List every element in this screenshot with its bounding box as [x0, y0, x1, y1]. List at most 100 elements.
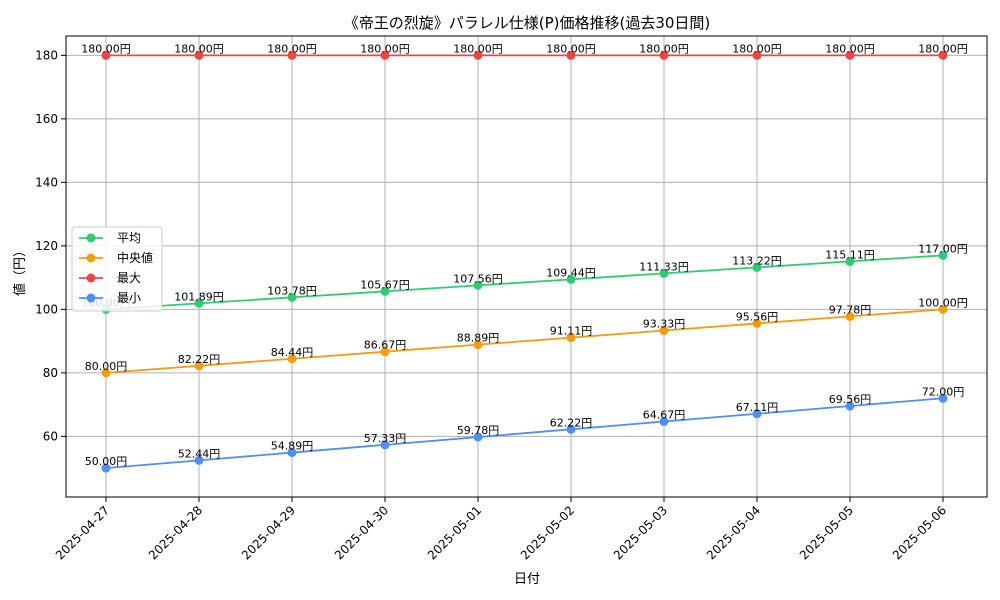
data-label: 113.22円: [732, 254, 782, 267]
data-point: [938, 393, 948, 403]
data-label: 91.11円: [550, 325, 593, 338]
data-point: [752, 50, 762, 60]
data-point: [752, 409, 762, 419]
data-label: 69.56円: [829, 393, 872, 406]
x-axis-label: 日付: [514, 572, 540, 587]
x-tick-label: 2025-04-27: [53, 503, 112, 562]
x-tick-label: 2025-05-03: [611, 503, 670, 562]
data-point: [194, 50, 204, 60]
y-tick-label: 120: [35, 239, 58, 253]
data-label: 109.44円: [546, 266, 596, 279]
chart-title: 《帝王の烈旋》パラレル仕様(P)価格推移(過去30日間): [344, 14, 711, 32]
data-point: [287, 292, 297, 302]
data-labels: 100.00円 101.89円 103.78円 105.67円 107.56円 109.4…: [81, 42, 968, 468]
data-label: 180.00円: [360, 42, 410, 55]
data-point: [473, 340, 483, 350]
data-point: [566, 333, 576, 343]
data-label: 180.00円: [918, 42, 968, 55]
data-label: 180.00円: [174, 42, 224, 55]
data-point: [380, 286, 390, 296]
data-label: 105.67円: [360, 278, 410, 291]
data-label: 84.44円: [271, 346, 314, 359]
data-point: [752, 318, 762, 328]
data-label: 180.00円: [639, 42, 689, 55]
data-point: [380, 440, 390, 450]
data-label: 103.78円: [267, 284, 317, 297]
data-point: [566, 274, 576, 284]
data-point: [845, 50, 855, 60]
data-label: 107.56円: [453, 272, 503, 285]
data-point: [845, 401, 855, 411]
y-tick-label: 180: [35, 48, 58, 62]
data-label: 93.33円: [643, 318, 686, 331]
data-point: [194, 298, 204, 308]
legend-swatch-marker: [86, 233, 96, 243]
x-tick-label: 2025-04-28: [146, 503, 205, 562]
data-label: 88.89円: [457, 332, 500, 345]
data-point: [473, 50, 483, 60]
data-label: 59.78円: [457, 424, 500, 437]
data-label: 111.33円: [639, 260, 689, 273]
data-label: 180.00円: [825, 42, 875, 55]
data-label: 100.00円: [918, 296, 968, 309]
legend-swatch-marker: [86, 293, 96, 303]
data-label: 54.89円: [271, 440, 314, 453]
y-tick-label: 160: [35, 112, 58, 126]
legend-swatch-marker: [86, 273, 96, 283]
x-tick-label: 2025-05-06: [890, 503, 949, 562]
data-label: 115.11円: [825, 248, 875, 261]
plot-frame: [65, 35, 988, 498]
series-line: [105, 308, 944, 374]
data-point: [566, 424, 576, 434]
data-label: 64.67円: [643, 409, 686, 422]
data-point: [380, 50, 390, 60]
data-label: 101.89円: [174, 290, 224, 303]
data-label: 57.33円: [364, 432, 407, 445]
data-point: [287, 448, 297, 458]
data-point: [938, 304, 948, 314]
y-tick-label: 140: [35, 175, 58, 189]
data-point: [380, 347, 390, 357]
data-label: 180.00円: [267, 42, 317, 55]
legend-box: [71, 226, 163, 312]
y-tick-label: 80: [43, 366, 58, 380]
data-point: [473, 432, 483, 442]
data-point: [566, 50, 576, 60]
data-point: [659, 326, 669, 336]
data-label: 86.67円: [364, 339, 407, 352]
data-label: 97.78円: [829, 303, 872, 316]
x-tick-label: 2025-05-02: [518, 503, 577, 562]
y-tick-label: 60: [43, 429, 58, 443]
data-point: [287, 50, 297, 60]
data-point: [845, 311, 855, 321]
data-point: [938, 250, 948, 260]
data-point: [287, 354, 297, 364]
x-tick-label: 2025-04-30: [332, 503, 391, 562]
legend-swatch-marker: [86, 253, 96, 263]
data-point: [101, 50, 111, 60]
legend-label: 最小: [117, 291, 141, 305]
data-point: [845, 256, 855, 266]
data-label: 62.22円: [550, 416, 593, 429]
data-point: [101, 463, 111, 473]
x-tick-label: 2025-05-04: [704, 503, 763, 562]
x-tick-label: 2025-05-01: [425, 503, 484, 562]
data-point: [938, 50, 948, 60]
data-point: [752, 262, 762, 272]
series-line: [105, 254, 944, 311]
grid: [66, 36, 987, 497]
data-label: 50.00円: [85, 455, 128, 468]
y-tick-label: 100: [35, 302, 58, 316]
data-label: 117.00円: [918, 242, 968, 255]
data-point: [659, 417, 669, 427]
data-point: [473, 280, 483, 290]
data-label: 82.22円: [178, 353, 221, 366]
data-label: 180.00円: [453, 42, 503, 55]
data-label: 180.00円: [732, 42, 782, 55]
data-label: 180.00円: [546, 42, 596, 55]
series-layer: [101, 50, 948, 473]
x-tick-label: 2025-05-05: [797, 503, 856, 562]
x-tick-label: 2025-04-29: [239, 503, 298, 562]
